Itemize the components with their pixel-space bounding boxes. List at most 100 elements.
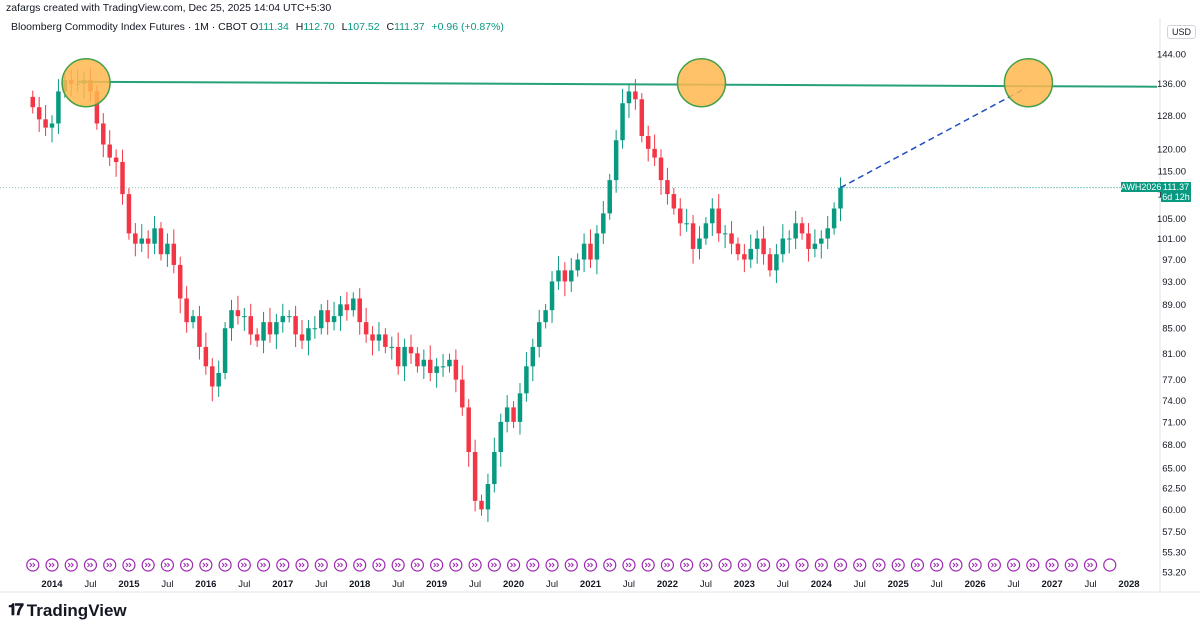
- event-icon[interactable]: [199, 558, 213, 572]
- event-icon[interactable]: [295, 558, 309, 572]
- event-icon[interactable]: [180, 558, 194, 572]
- event-icon[interactable]: [1007, 558, 1021, 572]
- time-axis[interactable]: 2014 Jul 2015 Jul 2016 Jul 2017 Jul 2018 Jul 2019 J…: [41, 579, 1139, 590]
- event-icon[interactable]: [314, 558, 328, 572]
- candle-body: [145, 238, 151, 244]
- candle-body: [338, 304, 343, 317]
- candle-body: [524, 366, 529, 394]
- time-tick-label: Jul: [161, 579, 173, 590]
- event-icon[interactable]: [1083, 558, 1098, 572]
- event-icon[interactable]: [103, 558, 117, 572]
- event-icon[interactable]: [583, 558, 598, 572]
- event-icon[interactable]: [449, 558, 463, 572]
- event-icons[interactable]: [26, 558, 1117, 572]
- event-icon[interactable]: [468, 558, 482, 572]
- candle-body: [761, 238, 766, 255]
- event-icon[interactable]: [545, 558, 559, 572]
- event-icon[interactable]: [718, 558, 732, 572]
- price-tick-label: 93.00: [1162, 277, 1186, 288]
- event-icon[interactable]: [987, 558, 1001, 572]
- event-icon[interactable]: [680, 558, 694, 572]
- event-icon[interactable]: [833, 558, 848, 572]
- event-icon[interactable]: [564, 558, 578, 572]
- event-chevron-icon: [510, 562, 517, 568]
- event-icon[interactable]: [526, 558, 540, 572]
- event-icon[interactable]: [256, 558, 271, 572]
- candle-body: [254, 334, 260, 341]
- currency-button[interactable]: USD: [1167, 25, 1197, 39]
- event-icon[interactable]: [949, 558, 963, 572]
- event-icon[interactable]: [737, 558, 751, 572]
- event-icon[interactable]: [699, 558, 713, 572]
- time-tick-label: Jul: [1008, 579, 1020, 590]
- highlight-circle[interactable]: [676, 57, 727, 108]
- event-icon[interactable]: [64, 558, 78, 572]
- event-icon[interactable]: [391, 558, 405, 572]
- candle-body: [274, 322, 279, 335]
- projection-line[interactable]: [840, 87, 1027, 189]
- event-icon[interactable]: [1103, 558, 1117, 572]
- highlight-circle[interactable]: [1003, 57, 1054, 108]
- candle-body: [235, 310, 241, 317]
- event-icon[interactable]: [430, 558, 444, 572]
- event-icon[interactable]: [83, 558, 98, 572]
- event-icon[interactable]: [891, 558, 905, 572]
- event-icon[interactable]: [353, 558, 367, 572]
- event-icon[interactable]: [160, 558, 174, 572]
- price-axis[interactable]: 144.00136.00128.00120.00115.00110.00105.…: [1157, 50, 1186, 579]
- candle-body: [678, 208, 683, 224]
- event-icon[interactable]: [506, 558, 521, 572]
- event-icon[interactable]: [622, 558, 636, 572]
- event-icon[interactable]: [1026, 558, 1040, 572]
- event-icon[interactable]: [910, 558, 925, 572]
- candle-body: [569, 270, 574, 282]
- candle-body: [415, 353, 420, 367]
- event-icon[interactable]: [487, 558, 501, 572]
- event-icon[interactable]: [814, 558, 828, 572]
- event-icon[interactable]: [26, 558, 40, 572]
- event-icon[interactable]: [218, 558, 232, 572]
- candle-body: [620, 103, 625, 141]
- event-icon[interactable]: [968, 558, 982, 572]
- price-tick-label: 74.00: [1162, 396, 1186, 407]
- event-icon[interactable]: [603, 558, 617, 572]
- event-icon[interactable]: [930, 558, 944, 572]
- event-icon[interactable]: [45, 558, 59, 572]
- event-icon[interactable]: [333, 558, 348, 572]
- event-icon[interactable]: [756, 558, 771, 572]
- candle-body: [351, 298, 356, 311]
- price-tag-box: [1161, 182, 1191, 202]
- event-icon[interactable]: [237, 558, 251, 572]
- candle-body: [690, 223, 696, 249]
- drawings[interactable]: [0, 57, 1160, 189]
- event-icon[interactable]: [641, 558, 655, 572]
- highlight-circle[interactable]: [61, 57, 111, 108]
- candle-body: [601, 213, 606, 234]
- candle-body: [581, 243, 587, 260]
- event-icon[interactable]: [776, 558, 790, 572]
- candle-body: [607, 180, 612, 214]
- event-chevron-icon: [29, 562, 36, 568]
- event-icon[interactable]: [276, 558, 290, 572]
- resistance-trendline[interactable]: [77, 80, 1158, 88]
- time-tick-label: 2014: [41, 579, 63, 590]
- event-icon[interactable]: [1064, 558, 1078, 572]
- event-icon[interactable]: [410, 558, 425, 572]
- event-icon[interactable]: [872, 558, 886, 572]
- event-icon[interactable]: [372, 558, 386, 572]
- candle-body: [722, 233, 728, 235]
- candle-body: [460, 379, 465, 408]
- event-icon[interactable]: [1045, 558, 1059, 572]
- candle-body: [665, 180, 670, 195]
- event-icon[interactable]: [795, 558, 809, 572]
- event-chevron-icon: [279, 562, 286, 568]
- price-tick-label: 97.00: [1162, 255, 1186, 266]
- event-icon[interactable]: [660, 558, 675, 572]
- candle-body: [492, 452, 497, 485]
- event-icon[interactable]: [141, 558, 155, 572]
- event-icon[interactable]: [122, 558, 136, 572]
- tradingview-logo[interactable]: 𝟏𝟕 TradingView: [8, 601, 127, 621]
- event-icon[interactable]: [853, 558, 867, 572]
- time-tick-label: 2027: [1042, 579, 1063, 590]
